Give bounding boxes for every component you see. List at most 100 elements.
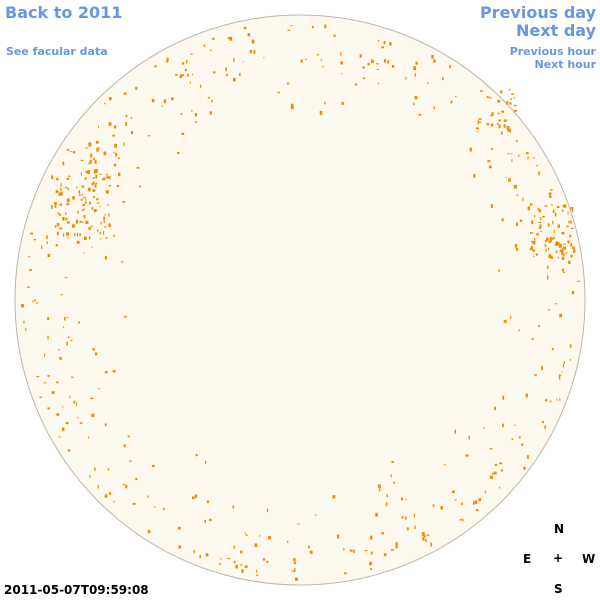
facula — [514, 244, 518, 248]
facula — [469, 147, 472, 152]
facula — [531, 220, 534, 225]
facula — [538, 208, 541, 213]
facula — [521, 443, 524, 446]
facula — [93, 157, 95, 160]
prev-hour-link[interactable]: Previous hour — [509, 45, 596, 58]
facula — [427, 82, 429, 84]
facula — [546, 237, 549, 242]
facula — [572, 246, 575, 249]
facula — [213, 71, 216, 74]
facula — [113, 500, 115, 503]
facula — [537, 207, 540, 211]
facula — [322, 66, 324, 68]
next-hour-link[interactable]: Next hour — [534, 58, 597, 71]
facula — [93, 210, 97, 213]
facular-link[interactable]: See facular data — [6, 45, 108, 58]
facula — [468, 435, 470, 440]
facula — [562, 268, 564, 272]
facula — [340, 73, 342, 75]
facula — [125, 484, 128, 489]
facula — [109, 492, 112, 495]
facula — [549, 194, 551, 198]
facula — [518, 436, 521, 439]
facula — [56, 231, 59, 236]
facula — [47, 335, 49, 340]
facula — [178, 526, 181, 530]
facula — [64, 277, 68, 279]
facula — [130, 117, 133, 119]
facula — [555, 250, 558, 253]
facula — [320, 59, 322, 61]
facula — [108, 122, 112, 126]
facula — [203, 44, 205, 47]
facula — [179, 74, 182, 79]
facula — [47, 375, 50, 377]
facula — [426, 534, 430, 536]
facula — [95, 169, 98, 173]
facula — [92, 348, 96, 351]
facula — [21, 304, 24, 308]
facula — [558, 244, 562, 248]
facula — [557, 257, 559, 259]
facula — [67, 336, 70, 338]
facula — [508, 178, 511, 182]
facula — [563, 243, 566, 245]
facula — [36, 376, 40, 378]
facula — [577, 280, 581, 282]
facula — [104, 255, 107, 260]
next-day-link[interactable]: Next day — [516, 21, 596, 40]
facula — [106, 176, 109, 179]
facula — [104, 423, 107, 427]
facula — [478, 118, 482, 120]
facula — [489, 476, 492, 479]
facula — [569, 359, 571, 361]
facula — [546, 275, 549, 280]
facula — [432, 504, 435, 507]
facula — [103, 216, 106, 220]
facula — [76, 240, 80, 244]
facula — [475, 508, 479, 512]
facula — [56, 413, 60, 416]
facula — [95, 182, 98, 185]
facula — [123, 142, 125, 147]
facula — [251, 39, 255, 44]
facula — [561, 252, 564, 254]
facula — [193, 549, 195, 554]
facula — [78, 194, 82, 196]
facula — [300, 59, 303, 63]
facula — [109, 97, 111, 100]
facula — [489, 448, 493, 450]
facula — [65, 217, 68, 221]
facula — [509, 102, 512, 105]
facula — [497, 112, 500, 115]
facula — [359, 54, 362, 58]
facula — [506, 126, 510, 130]
facula — [354, 83, 357, 86]
facula — [108, 213, 110, 217]
facula — [104, 371, 108, 374]
facula — [459, 519, 462, 521]
facula — [502, 423, 504, 428]
facula — [567, 211, 569, 215]
prev-day-link[interactable]: Previous day — [479, 3, 596, 22]
facula — [571, 208, 574, 213]
facula — [571, 291, 575, 295]
facula — [98, 387, 100, 390]
facula — [46, 241, 48, 244]
back-link[interactable]: Back to 2011 — [5, 3, 123, 22]
facula — [89, 160, 92, 164]
facula — [244, 532, 246, 534]
facula — [131, 131, 134, 135]
facula — [153, 506, 156, 508]
facula — [132, 502, 136, 505]
facula — [490, 204, 493, 208]
facula — [383, 553, 387, 557]
facula — [377, 484, 381, 488]
facula — [507, 153, 510, 155]
facula — [103, 151, 107, 156]
facula — [205, 553, 208, 557]
facula — [72, 196, 75, 200]
facula — [544, 205, 548, 207]
facula — [332, 495, 336, 499]
facula — [240, 564, 243, 566]
